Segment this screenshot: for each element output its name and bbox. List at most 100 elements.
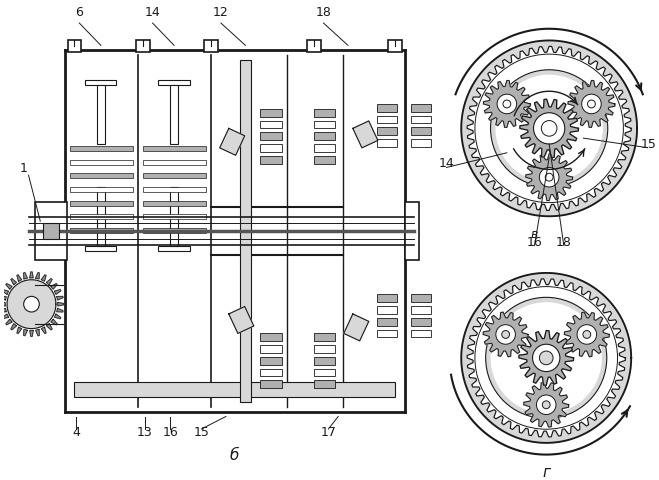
Bar [97,187,105,246]
Polygon shape [6,284,12,289]
Circle shape [583,331,590,338]
Polygon shape [564,312,610,357]
Bar [68,40,81,52]
Bar [314,334,335,341]
Text: г: г [542,465,550,480]
Bar [70,160,133,165]
Polygon shape [11,278,16,285]
Bar [314,156,335,164]
Polygon shape [344,314,369,341]
Text: 4: 4 [72,426,80,439]
Circle shape [532,344,560,372]
Bar [307,40,320,52]
Bar [143,187,206,192]
Text: 15: 15 [641,138,657,151]
Bar [411,294,431,302]
Bar [314,380,335,388]
Bar [314,144,335,152]
Bar [43,223,59,239]
Circle shape [496,324,515,344]
Bar [143,228,206,233]
Bar [314,357,335,365]
Bar [143,173,206,178]
Bar [260,357,281,365]
Bar [97,85,105,144]
Bar [143,201,206,205]
Polygon shape [17,275,22,281]
Bar [70,214,133,219]
Polygon shape [526,154,573,201]
Text: б: б [230,448,239,464]
Circle shape [545,173,553,181]
Bar [143,214,206,219]
Bar [377,116,397,123]
Polygon shape [55,289,61,294]
Bar [260,345,281,353]
Bar [377,104,397,112]
Bar [314,109,335,117]
Text: 18: 18 [556,236,572,249]
Bar [158,246,190,252]
Bar [260,380,281,388]
Bar [260,369,281,376]
Polygon shape [51,284,57,289]
Bar [28,213,415,249]
Text: 6: 6 [75,6,83,19]
Bar [388,40,402,52]
Text: 16: 16 [527,236,542,249]
Bar [411,318,431,325]
Bar [70,146,133,151]
Polygon shape [6,319,12,325]
Circle shape [496,75,603,182]
Bar [377,306,397,314]
Polygon shape [55,314,61,319]
Circle shape [24,296,40,312]
Polygon shape [2,314,9,319]
Circle shape [577,324,596,344]
Bar [377,330,397,337]
Bar [411,104,431,112]
Bar [260,144,281,152]
Bar [411,139,431,147]
Bar [170,85,178,144]
Bar [85,246,117,252]
Polygon shape [467,46,631,210]
Polygon shape [519,331,573,385]
Polygon shape [24,329,28,336]
Bar [85,80,117,85]
Bar [260,334,281,341]
Bar [74,382,395,397]
Bar [411,127,431,135]
Polygon shape [568,81,615,127]
Polygon shape [0,296,6,300]
Text: в: в [530,228,538,241]
Bar [377,318,397,325]
Circle shape [490,70,608,187]
Bar [411,116,431,123]
Circle shape [475,54,623,203]
Polygon shape [229,307,254,334]
Bar [411,306,431,314]
Polygon shape [57,296,63,300]
Bar [314,345,335,353]
Polygon shape [2,289,9,294]
Bar [170,187,178,246]
Bar [70,173,133,178]
Polygon shape [461,40,637,216]
Text: 1: 1 [20,162,28,175]
Bar [377,139,397,147]
Polygon shape [36,329,40,336]
Text: 18: 18 [316,6,331,19]
Polygon shape [17,327,22,334]
Bar [143,146,206,151]
Circle shape [486,297,607,419]
Polygon shape [30,272,33,278]
Bar [239,60,251,402]
Polygon shape [484,81,530,127]
Polygon shape [7,280,56,329]
Polygon shape [58,302,64,306]
Circle shape [534,113,565,144]
Polygon shape [520,99,579,157]
Polygon shape [483,312,528,357]
Circle shape [497,94,517,114]
